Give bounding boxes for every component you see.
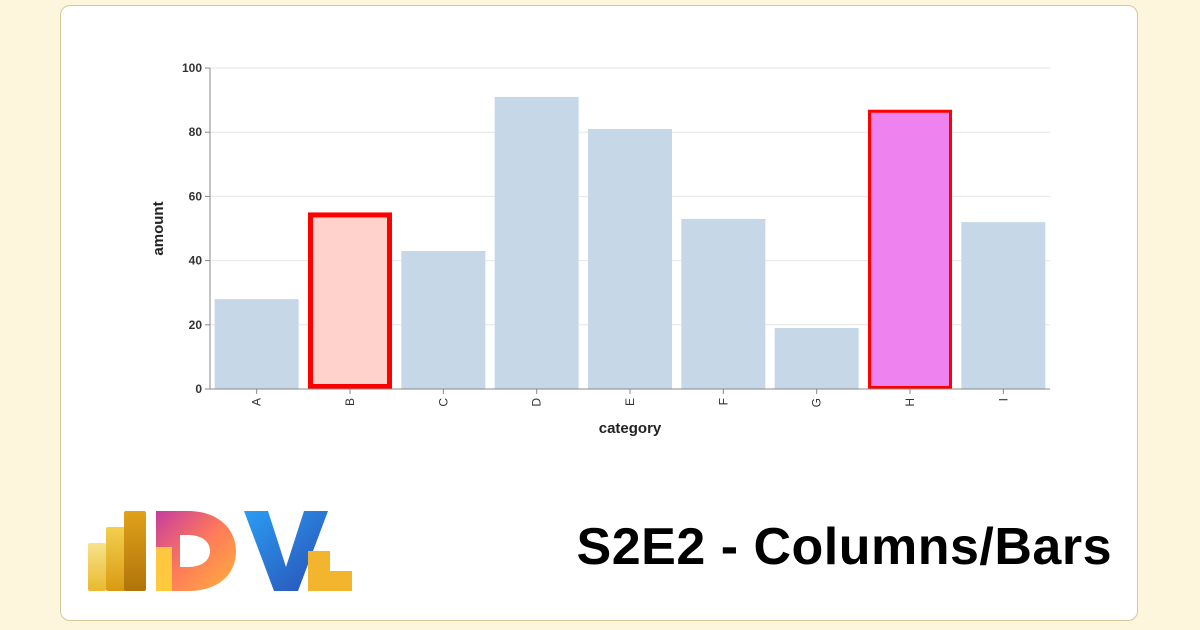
- bar-A: [214, 299, 299, 389]
- x-tick-label-G: G: [810, 398, 824, 407]
- x-tick-label-B: B: [343, 398, 357, 406]
- logo-bar-3: [124, 511, 146, 591]
- bar-F: [681, 218, 766, 389]
- x-tick-label-C: C: [436, 398, 450, 407]
- x-axis-title: category: [599, 420, 662, 437]
- bar-H: [868, 109, 952, 389]
- x-tick-label-F: F: [716, 398, 730, 405]
- y-tick-label-100: 100: [182, 61, 202, 75]
- headline: S2E2 - Columns/Bars: [576, 518, 1112, 576]
- logo-letter-d: [156, 511, 236, 591]
- bar-B: [308, 212, 392, 389]
- dvl-logo: [88, 511, 352, 591]
- x-tick-label-H: H: [903, 398, 917, 407]
- bar-G: [774, 328, 859, 389]
- x-tick-label-D: D: [530, 398, 544, 407]
- y-tick-label-20: 20: [189, 318, 203, 332]
- x-tick-label-E: E: [623, 398, 637, 406]
- logo-bar-2: [106, 527, 126, 591]
- y-axis-title: amount: [150, 201, 167, 255]
- x-tick-label-A: A: [250, 398, 264, 406]
- y-tick-label-40: 40: [189, 254, 203, 268]
- y-tick-label-60: 60: [189, 189, 203, 203]
- x-tick-label-I: I: [996, 398, 1010, 401]
- logo-letter-l: [308, 551, 352, 591]
- logo-bar-1: [88, 543, 106, 591]
- logo-letter-v: [244, 511, 328, 591]
- bar-C: [401, 250, 486, 389]
- bar-D: [494, 96, 579, 389]
- y-tick-label-0: 0: [195, 382, 202, 396]
- bar-E: [588, 128, 672, 390]
- y-tick-label-80: 80: [189, 125, 203, 139]
- bar-I: [961, 222, 1046, 389]
